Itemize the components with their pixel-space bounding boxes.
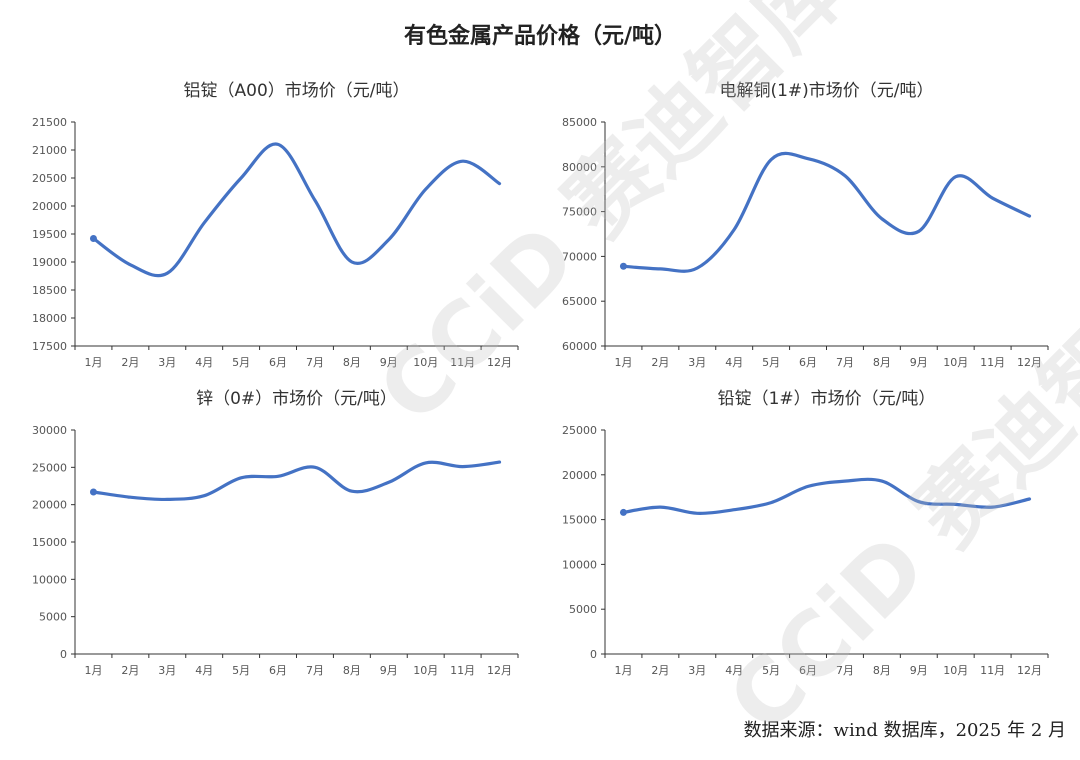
x-tick-label: 12月 — [1017, 664, 1042, 677]
x-tick-label: 2月 — [651, 356, 669, 369]
chart-title: 铅锭（1#）市场价（元/吨） — [718, 389, 936, 409]
y-tick-label: 0 — [60, 648, 67, 661]
x-tick-label: 4月 — [195, 664, 213, 677]
y-tick-label: 30000 — [32, 424, 67, 437]
y-tick-label: 5000 — [39, 611, 67, 624]
x-tick-label: 5月 — [762, 664, 780, 677]
aluminum-price-chart: 铝锭（A00）市场价（元/吨） 17500 18000 18500 19000 19500… — [32, 81, 519, 369]
x-tick-label: 9月 — [380, 664, 398, 677]
chart-title: 铝锭（A00）市场价（元/吨） — [184, 81, 410, 101]
x-tick-label: 1月 — [84, 356, 102, 369]
y-tick-label: 60000 — [562, 340, 597, 353]
lead-price-line — [621, 477, 1032, 515]
x-tick-label: 1月 — [84, 664, 102, 677]
x-tick-label: 8月 — [343, 356, 361, 369]
aluminum-price-line — [91, 142, 502, 278]
x-tick-label: 7月 — [836, 664, 854, 677]
x-tick-label: 2月 — [121, 356, 139, 369]
y-tick-label: 18000 — [32, 312, 67, 325]
y-tick-label: 17500 — [32, 340, 67, 353]
x-tick-label: 11月 — [980, 356, 1005, 369]
y-tick-label: 25000 — [562, 424, 597, 437]
x-tick-label: 4月 — [725, 664, 743, 677]
x-tick-label: 7月 — [306, 664, 324, 677]
y-tick-label: 21500 — [32, 116, 67, 129]
x-tick-label: 7月 — [306, 356, 324, 369]
y-tick-label: 20500 — [32, 172, 67, 185]
y-tick-label: 80000 — [562, 161, 597, 174]
page-title: 有色金属产品价格（元/吨） — [403, 24, 677, 49]
x-tick-label: 8月 — [873, 664, 891, 677]
x-tick-label: 11月 — [450, 356, 475, 369]
y-tick-label: 5000 — [569, 603, 597, 616]
lead-price-chart: 铅锭（1#）市场价（元/吨） 0 5000 10000 15000 20000 25000 1… — [562, 389, 1049, 677]
y-tick-label: 10000 — [562, 558, 597, 571]
y-tick-label: 10000 — [32, 573, 67, 586]
x-tick-label: 12月 — [487, 664, 512, 677]
x-tick-label: 3月 — [158, 356, 176, 369]
x-tick-label: 10月 — [943, 664, 968, 677]
data-point — [619, 262, 627, 270]
x-tick-label: 10月 — [413, 356, 438, 369]
zinc-price-chart: 锌（0#）市场价（元/吨） 0 5000 10000 15000 20000 25000 30… — [32, 389, 519, 677]
x-tick-label: 9月 — [910, 664, 928, 677]
x-tick-label: 8月 — [343, 664, 361, 677]
x-tick-label: 7月 — [836, 356, 854, 369]
zinc-price-line — [91, 460, 502, 502]
x-tick-label: 10月 — [413, 664, 438, 677]
x-tick-label: 5月 — [232, 356, 250, 369]
x-tick-label: 11月 — [980, 664, 1005, 677]
x-tick-label: 6月 — [799, 664, 817, 677]
x-tick-label: 4月 — [195, 356, 213, 369]
data-source-note: 数据来源：wind 数据库，2025 年 2 月 — [743, 720, 1066, 741]
y-tick-label: 15000 — [32, 536, 67, 549]
x-tick-label: 10月 — [943, 356, 968, 369]
x-tick-label: 4月 — [725, 356, 743, 369]
x-tick-label: 6月 — [799, 356, 817, 369]
y-tick-label: 20000 — [32, 200, 67, 213]
x-tick-label: 5月 — [762, 356, 780, 369]
x-tick-label: 2月 — [651, 664, 669, 677]
y-tick-label: 25000 — [32, 461, 67, 474]
x-tick-label: 12月 — [1017, 356, 1042, 369]
y-tick-label: 20000 — [32, 499, 67, 512]
x-tick-label: 1月 — [614, 664, 632, 677]
copper-price-chart: 电解铜(1#)市场价（元/吨） 60000 65000 70000 75000 80000… — [562, 81, 1049, 369]
x-tick-label: 5月 — [232, 664, 250, 677]
x-tick-label: 6月 — [269, 664, 287, 677]
data-point — [89, 234, 97, 242]
x-tick-label: 11月 — [450, 664, 475, 677]
chart-title: 电解铜(1#)市场价（元/吨） — [719, 81, 933, 101]
y-tick-label: 15000 — [562, 514, 597, 527]
y-tick-label: 85000 — [562, 116, 597, 129]
x-tick-label: 12月 — [487, 356, 512, 369]
x-tick-label: 8月 — [873, 356, 891, 369]
x-tick-label: 9月 — [380, 356, 398, 369]
y-tick-label: 65000 — [562, 295, 597, 308]
y-tick-label: 19000 — [32, 256, 67, 269]
y-tick-label: 18500 — [32, 284, 67, 297]
y-tick-label: 20000 — [562, 469, 597, 482]
x-tick-label: 1月 — [614, 356, 632, 369]
copper-price-line — [621, 151, 1032, 273]
y-tick-label: 19500 — [32, 228, 67, 241]
data-point — [619, 508, 627, 516]
x-tick-label: 2月 — [121, 664, 139, 677]
x-tick-label: 3月 — [688, 356, 706, 369]
x-tick-label: 9月 — [910, 356, 928, 369]
y-tick-label: 70000 — [562, 250, 597, 263]
y-tick-label: 21000 — [32, 144, 67, 157]
x-tick-label: 6月 — [269, 356, 287, 369]
y-tick-label: 0 — [590, 648, 597, 661]
chart-title: 锌（0#）市场价（元/吨） — [196, 389, 397, 409]
data-point — [89, 488, 97, 496]
x-tick-label: 3月 — [158, 664, 176, 677]
x-tick-label: 3月 — [688, 664, 706, 677]
y-tick-label: 75000 — [562, 206, 597, 219]
